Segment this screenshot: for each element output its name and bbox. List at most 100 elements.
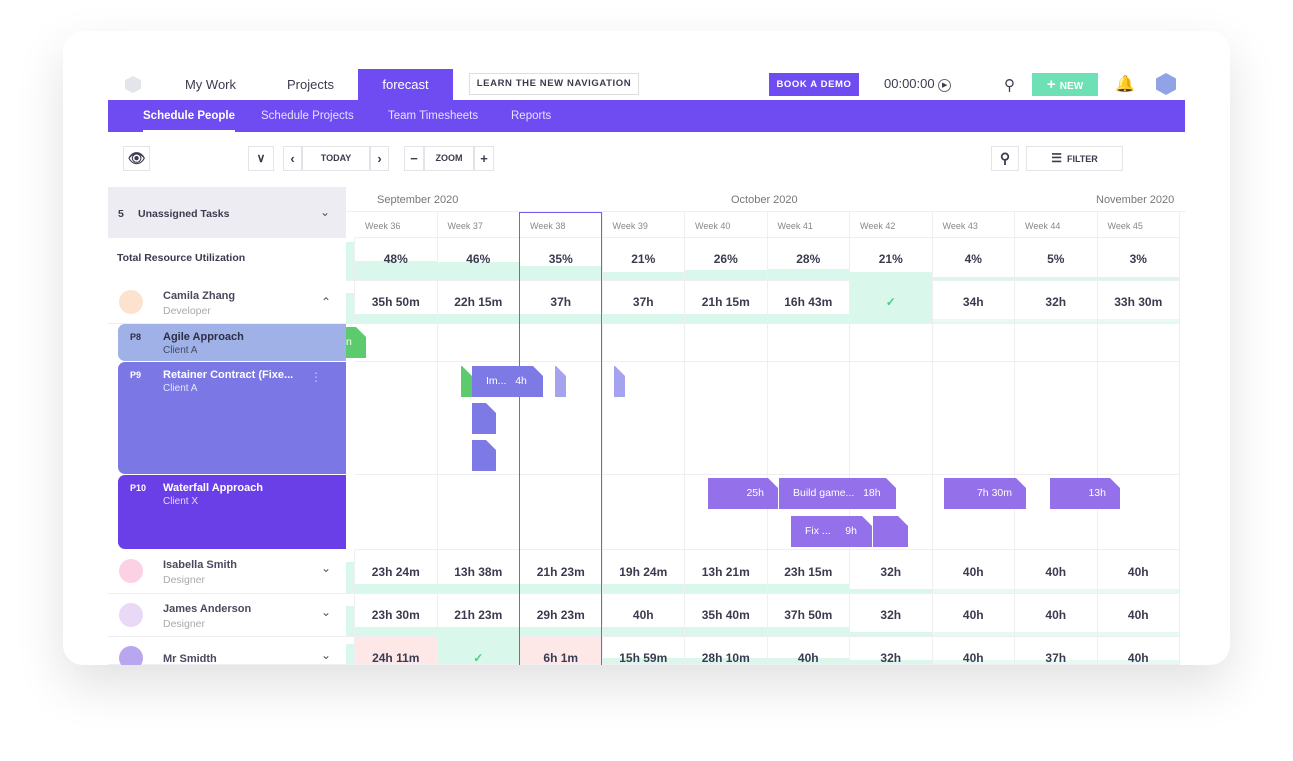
hours-cell[interactable]: 23h 30m	[355, 594, 438, 637]
collapse-all-button[interactable]: ∨	[248, 146, 274, 171]
hours-cell[interactable]: 40h	[932, 594, 1015, 637]
book-demo-button[interactable]: BOOK A DEMO	[769, 73, 859, 96]
bell-icon[interactable]: 🔔	[1115, 76, 1135, 93]
task-bar[interactable]: Im... 4h	[472, 366, 543, 397]
subtab-schedule-people[interactable]: Schedule People	[143, 100, 236, 132]
task-bar[interactable]	[555, 366, 566, 397]
hours-cell[interactable]: 32h	[1015, 281, 1098, 324]
hours-cell[interactable]: 40h	[1097, 550, 1180, 594]
hours-value: 21h 23m	[454, 608, 503, 622]
hours-cell[interactable]: 40h	[1097, 594, 1180, 637]
tab-my-work[interactable]: My Work	[184, 77, 237, 92]
hours-cell[interactable]: 40h	[932, 637, 1015, 665]
prev-button[interactable]: ‹	[283, 146, 302, 171]
hours-cell[interactable]: 32h	[850, 594, 933, 637]
chevron-down-icon[interactable]: ⌄	[321, 561, 332, 575]
hours-cell[interactable]: 22h 15m	[437, 281, 520, 324]
utilization-value: 5%	[1047, 252, 1065, 266]
project-grid-cell	[520, 324, 603, 362]
hours-cell[interactable]: 34h	[932, 281, 1015, 324]
hours-cell[interactable]: 15h 59m	[602, 637, 685, 665]
hours-cell[interactable]: 40h	[767, 637, 850, 665]
hours-cell[interactable]: 37h	[520, 281, 603, 324]
hours-cell[interactable]: 37h 50m	[767, 594, 850, 637]
hours-cell[interactable]: 13h 38m	[437, 550, 520, 594]
task-bar[interactable]: 7h 30m	[944, 478, 1026, 509]
hours-value: 32h	[1045, 295, 1067, 309]
hours-value: ✓	[885, 295, 896, 309]
hours-cell[interactable]: 21h 15m	[685, 281, 768, 324]
tab-projects[interactable]: Projects	[287, 77, 334, 92]
project-row[interactable]: P8 Agile Approach Client A	[118, 324, 346, 361]
hours-cell[interactable]: 21h 23m	[437, 594, 520, 637]
hours-cell[interactable]: 33h 30m	[1097, 281, 1180, 324]
task-bar[interactable]: Fix ... 9h	[791, 516, 872, 547]
tab-forecast[interactable]: forecast	[358, 69, 453, 100]
hours-cell[interactable]: 37h	[1015, 637, 1098, 665]
schedule-search-button[interactable]: ⚲	[991, 146, 1019, 171]
task-bar[interactable]: 25h	[708, 478, 778, 509]
hours-cell[interactable]: 19h 24m	[602, 550, 685, 594]
hours-cell[interactable]: 40h	[1015, 594, 1098, 637]
timer-value: 00:00:00	[884, 76, 935, 91]
sub-nav: Schedule People Schedule Projects Team T…	[108, 100, 1185, 132]
hours-cell[interactable]: 32h	[850, 637, 933, 665]
visibility-button[interactable]: 👁	[123, 146, 150, 171]
hours-cell[interactable]: 35h 50m	[355, 281, 438, 324]
person-row[interactable]	[108, 281, 346, 324]
subtab-schedule-projects[interactable]: Schedule Projects	[261, 110, 354, 122]
chevron-up-icon[interactable]: ⌃	[321, 295, 332, 309]
task-bar[interactable]: 13h	[1050, 478, 1120, 509]
filter-button[interactable]: ☰ FILTER	[1026, 146, 1123, 171]
zoom-in-button[interactable]: +	[474, 146, 494, 171]
project-row[interactable]: P10 Waterfall Approach Client X	[118, 475, 346, 549]
new-button[interactable]: + NEW	[1032, 73, 1098, 96]
task-bar[interactable]: Build game... 18h	[779, 478, 896, 509]
person-row[interactable]	[108, 550, 346, 594]
chevron-down-icon[interactable]: ⌄	[321, 648, 332, 662]
task-bar[interactable]	[614, 366, 625, 397]
avatar[interactable]	[1156, 73, 1176, 95]
hours-cell[interactable]: 40h	[1097, 637, 1180, 665]
person-row[interactable]	[108, 594, 346, 637]
project-grid-cell	[685, 362, 768, 475]
task-bar[interactable]	[873, 516, 908, 547]
play-icon[interactable]: ▶	[938, 79, 952, 92]
hours-value: 23h 24m	[371, 565, 420, 579]
today-button[interactable]: TODAY	[302, 146, 370, 171]
month-label: November 2020	[1096, 194, 1175, 206]
task-label: Fix ...	[805, 525, 831, 537]
unassigned-tasks-row[interactable]: 5 Unassigned Tasks ⌄	[108, 187, 346, 238]
search-icon[interactable]: ⚲	[1004, 77, 1015, 94]
task-bar-agile[interactable]: n	[346, 327, 366, 358]
learn-navigation-button[interactable]: LEARN THE NEW NAVIGATION	[469, 73, 639, 95]
task-bar[interactable]	[461, 366, 472, 397]
subtab-team-timesheets[interactable]: Team Timesheets	[388, 110, 479, 122]
hours-cell[interactable]: 16h 43m	[767, 281, 850, 324]
hours-cell[interactable]: 32h	[850, 550, 933, 594]
subtab-reports[interactable]: Reports	[511, 110, 552, 122]
next-button[interactable]: ›	[370, 146, 389, 171]
hours-cell[interactable]: 40h	[932, 550, 1015, 594]
project-row[interactable]: P9 Retainer Contract (Fixe... Client A ⋮	[118, 362, 346, 474]
hours-cell[interactable]: 6h 1m	[520, 637, 603, 665]
hours-cell[interactable]: ✓	[850, 280, 933, 324]
zoom-out-button[interactable]: −	[404, 146, 424, 171]
hours-cell[interactable]: 29h 23m	[520, 594, 603, 637]
hours-cell[interactable]: 13h 21m	[685, 550, 768, 594]
hours-cell[interactable]: 21h 23m	[520, 550, 603, 594]
hours-cell[interactable]: 35h 40m	[685, 594, 768, 637]
hours-cell[interactable]: 40h	[1015, 550, 1098, 594]
project-name: Waterfall Approach	[163, 482, 264, 494]
hours-cell[interactable]: 37h	[602, 281, 685, 324]
utilization-cell: 48%	[355, 238, 438, 281]
hours-cell[interactable]: 24h 11m	[355, 637, 438, 665]
hours-cell[interactable]: 23h 15m	[767, 550, 850, 594]
chevron-down-icon[interactable]: ⌄	[321, 605, 332, 619]
hours-cell[interactable]: 28h 10m	[685, 637, 768, 665]
hours-cell[interactable]: 23h 24m	[355, 550, 438, 594]
hours-cell[interactable]: ✓	[437, 636, 520, 665]
person-row[interactable]	[108, 637, 346, 665]
hours-cell[interactable]: 40h	[602, 594, 685, 637]
more-vertical-icon[interactable]: ⋮	[310, 370, 322, 384]
